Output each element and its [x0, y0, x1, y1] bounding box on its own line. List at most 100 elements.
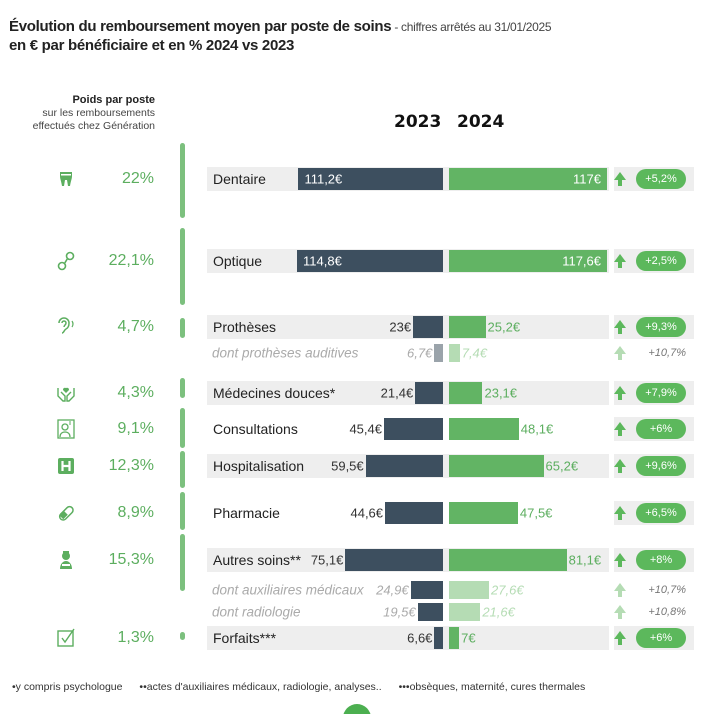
bar-2023: [365, 455, 443, 477]
category-label: Optique: [213, 253, 263, 269]
change-badge: +2,5%: [636, 251, 686, 271]
bar-2024: [449, 168, 607, 190]
value-2023: 19,5€: [383, 604, 416, 620]
weight-header-line1: sur les remboursements: [42, 107, 155, 119]
sub-category-label: dont auxiliaires médicaux: [212, 582, 364, 598]
bar-2023: [383, 418, 443, 440]
bar-2024: [449, 455, 544, 477]
bar-2023: [417, 603, 443, 621]
subtitle: - chiffres arrêtés au 31/01/2025: [391, 20, 552, 34]
bar-2024: [449, 316, 486, 338]
arrow-up-icon: [614, 605, 626, 619]
weight-percent: 22%: [121, 170, 154, 187]
value-2023: 23€: [389, 319, 412, 335]
bar-2023: [298, 168, 443, 190]
checkbox-icon: [55, 627, 77, 649]
arrow-up-icon: [614, 583, 626, 597]
category-label: Dentaire: [213, 171, 266, 187]
weight-percent: 4,3%: [117, 384, 154, 401]
arrow-up-icon: [614, 346, 626, 360]
footnote-3: •••obsèques, maternité, cures thermales: [398, 681, 586, 693]
bar-2023: [385, 502, 443, 524]
bar-2024: [449, 581, 490, 599]
category-label: Prothèses: [213, 319, 277, 335]
value-2024: 7€: [461, 630, 476, 646]
row-background: [207, 626, 609, 650]
bar-2024: [449, 382, 483, 404]
tooth-icon: [55, 168, 77, 190]
title-text: Évolution du remboursement moyen par pos…: [9, 18, 392, 35]
footnotes: •y compris psychologue ••actes d'auxilia…: [12, 681, 599, 693]
value-2024: 117,6€: [562, 253, 601, 269]
bar-2023: [413, 316, 443, 338]
value-2023: 21,4€: [380, 385, 414, 401]
category-label: Hospitalisation: [213, 458, 305, 474]
change-badge: +10,7%: [648, 347, 686, 359]
value-2023: 59,5€: [331, 458, 364, 474]
arrow-up-icon: [614, 320, 626, 334]
weight-divider-bar: [180, 408, 185, 448]
weight-percent: 4,7%: [117, 318, 154, 335]
doctor-icon: [55, 418, 77, 440]
weight-header-title: Poids par poste: [72, 94, 155, 106]
arrow-up-icon: [614, 254, 626, 268]
value-2023: 24,9€: [376, 582, 409, 598]
change-badge: +6%: [636, 419, 686, 439]
weight-header: Poids par poste sur les remboursements e…: [33, 94, 155, 133]
weight-percent: 22,1%: [108, 252, 154, 269]
value-2024: 65,2€: [545, 458, 579, 474]
bar-2023: [415, 382, 443, 404]
bar-2023: [434, 627, 443, 649]
arrow-up-icon: [614, 386, 626, 400]
weight-percent: 12,3%: [108, 457, 154, 474]
bar-2024: [449, 603, 481, 621]
weight-divider-bar: [180, 143, 185, 218]
value-2024: 81,1€: [568, 552, 602, 568]
weight-header-line2: effectués chez Génération: [32, 120, 155, 132]
bar-2024: [449, 344, 460, 362]
value-2024: 21,6€: [482, 604, 515, 620]
value-2023: 44,6€: [350, 505, 384, 521]
hands-heart-icon: [55, 382, 77, 404]
value-2024: 27,6€: [491, 582, 524, 598]
chart-title-line2: en € par bénéficiaire et en % 2024 vs 20…: [9, 37, 295, 54]
value-2023: 111,2€: [304, 171, 343, 187]
value-2024: 7,4€: [461, 345, 488, 361]
ear-icon: [55, 316, 77, 338]
change-badge: +10,7%: [648, 584, 686, 596]
weight-divider-bar: [180, 318, 185, 338]
change-badge: +5,2%: [636, 169, 686, 189]
bar-2024: [449, 418, 519, 440]
arrow-up-icon: [614, 422, 626, 436]
bar-2023: [345, 549, 443, 571]
weight-percent: 15,3%: [108, 551, 154, 568]
footnote-1: •y compris psychologue: [12, 681, 123, 693]
weight-percent: 9,1%: [117, 420, 154, 437]
nurse-icon: [55, 549, 77, 571]
arrow-up-icon: [614, 553, 626, 567]
sub-category-label: dont prothèses auditives: [212, 345, 359, 361]
page-indicator: [343, 704, 371, 714]
row-background: [207, 315, 609, 339]
category-label: Autres soins**: [213, 552, 301, 568]
arrow-up-icon: [614, 459, 626, 473]
value-2023: 114,8€: [303, 253, 342, 269]
weight-divider-bar: [180, 228, 185, 305]
row-background: [207, 381, 609, 405]
bar-2023: [297, 250, 443, 272]
value-2024: 25,2€: [487, 319, 521, 335]
bar-2024: [449, 502, 518, 524]
weight-divider-bar: [180, 632, 185, 640]
pill-icon: [55, 502, 77, 524]
weight-percent: 8,9%: [117, 504, 154, 521]
bar-2024: [449, 250, 607, 272]
chart-title: Évolution du remboursement moyen par pos…: [9, 18, 552, 35]
change-badge: +10,8%: [648, 606, 686, 618]
hospital-icon: [55, 455, 77, 477]
year-2024-label: 2024: [457, 112, 505, 132]
weight-divider-bar: [180, 451, 185, 488]
arrow-up-icon: [614, 631, 626, 645]
value-2023: 45,4€: [349, 421, 382, 437]
bar-2024: [449, 627, 460, 649]
